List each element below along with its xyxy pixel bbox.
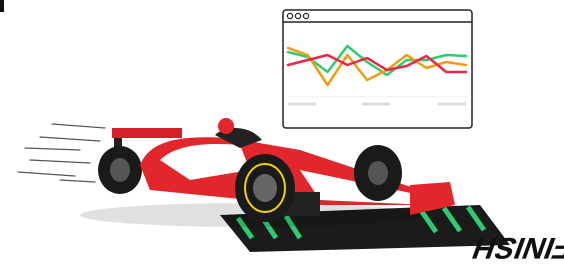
speed-lines xyxy=(18,124,105,182)
illustration: FINISH xyxy=(0,0,564,266)
corner-mark xyxy=(0,0,4,12)
ground-text: FINISH xyxy=(468,231,564,265)
race-car xyxy=(80,118,455,227)
